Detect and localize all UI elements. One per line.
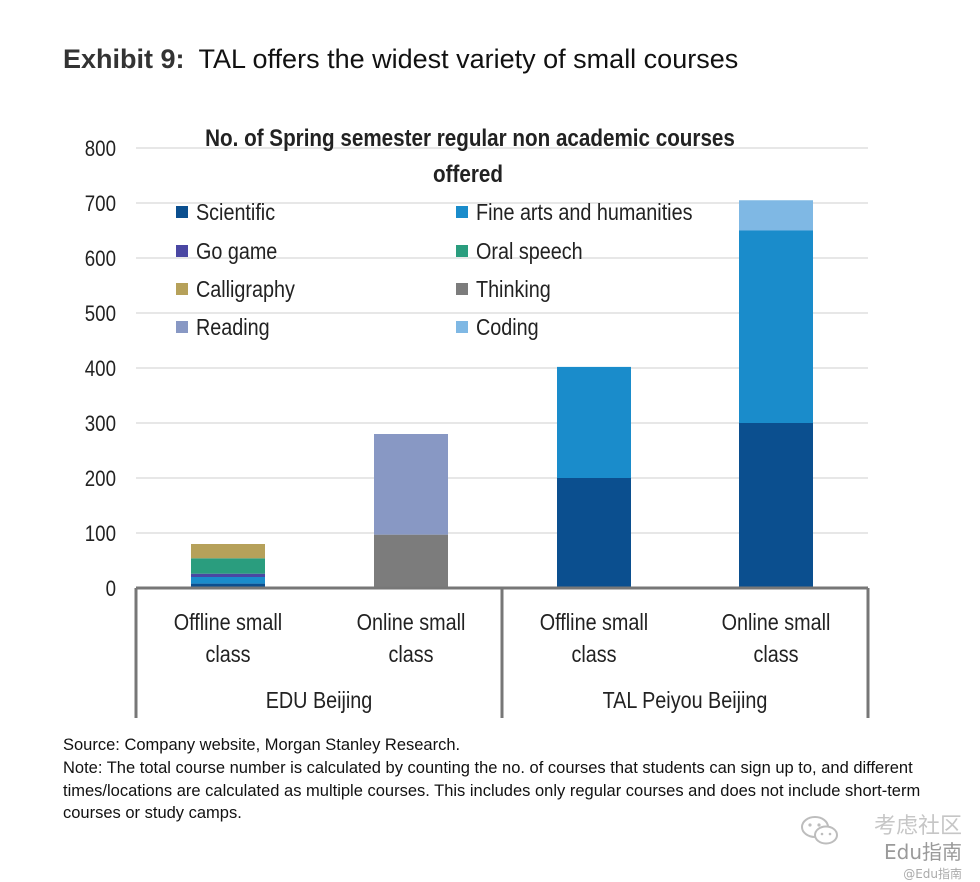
legend-label: Thinking	[476, 277, 551, 303]
x-tick-label: Online small	[722, 610, 831, 636]
bar-segment	[739, 200, 813, 231]
y-tick-label: 700	[85, 193, 116, 217]
bar-segment	[557, 366, 631, 478]
legend-swatch	[176, 206, 188, 218]
bar-segment	[374, 534, 448, 588]
y-tick-label: 0	[106, 578, 116, 602]
y-tick-label: 300	[85, 413, 116, 437]
legend-label: Calligraphy	[196, 277, 295, 303]
exhibit-title: TAL offers the widest variety of small c…	[198, 44, 739, 74]
group-label: EDU Beijing	[266, 688, 373, 714]
bar-segment	[191, 573, 265, 577]
x-tick-label: Online small	[357, 610, 466, 636]
legend-label: Scientific	[196, 200, 275, 226]
watermark: 考虑社区 Edu指南 @Edu指南	[801, 808, 962, 882]
legend-label: Reading	[196, 315, 270, 341]
legend-label: Oral speech	[476, 239, 583, 265]
watermark-sub: Edu指南	[883, 840, 962, 864]
y-tick-label: 200	[85, 468, 116, 492]
exhibit-label: Exhibit 9:	[63, 44, 185, 74]
bar-segment	[374, 434, 448, 535]
y-tick-label: 800	[85, 138, 116, 162]
x-tick-label: Offline small	[540, 610, 648, 636]
bar-segment	[739, 423, 813, 588]
legend-label: Coding	[476, 315, 539, 341]
exhibit-heading: Exhibit 9: TAL offers the widest variety …	[63, 44, 738, 75]
legend-swatch	[456, 245, 468, 257]
watermark-brand: 考虑社区	[873, 814, 962, 839]
chart-title: No. of Spring semester regular non acade…	[205, 125, 735, 152]
y-tick-label: 600	[85, 248, 116, 272]
legend-label: Go game	[196, 239, 277, 265]
bar-segment	[191, 558, 265, 574]
x-tick-label: class	[205, 642, 250, 668]
watermark-handle: @Edu指南	[903, 867, 962, 881]
y-tick-label: 100	[85, 523, 116, 547]
legend-swatch	[176, 283, 188, 295]
legend-label: Fine arts and humanities	[476, 200, 692, 226]
x-tick-label: class	[388, 642, 433, 668]
legend-swatch	[176, 245, 188, 257]
chart-title: offered	[433, 161, 503, 188]
legend-swatch	[176, 321, 188, 333]
x-tick-label: class	[571, 642, 616, 668]
x-tick-label: class	[753, 642, 798, 668]
y-tick-label: 400	[85, 358, 116, 382]
bar-segment	[739, 230, 813, 423]
legend-swatch	[456, 206, 468, 218]
legend-swatch	[456, 283, 468, 295]
group-label: TAL Peiyou Beijing	[603, 688, 768, 714]
source-note: Source: Company website, Morgan Stanley …	[63, 736, 461, 754]
wechat-icon	[801, 816, 838, 845]
bar-segment	[557, 478, 631, 588]
methodology-note: Note: The total course number is calcula…	[63, 759, 921, 822]
y-tick-label: 500	[85, 303, 116, 327]
bar-segment	[191, 544, 265, 559]
bar-segment	[191, 577, 265, 584]
bar-segment	[191, 583, 265, 588]
x-tick-label: Offline small	[174, 610, 282, 636]
stacked-bar-chart: 0 100 200 300 400 500 600 700 800 No. of Spring s…	[85, 125, 870, 718]
legend-swatch	[456, 321, 468, 333]
